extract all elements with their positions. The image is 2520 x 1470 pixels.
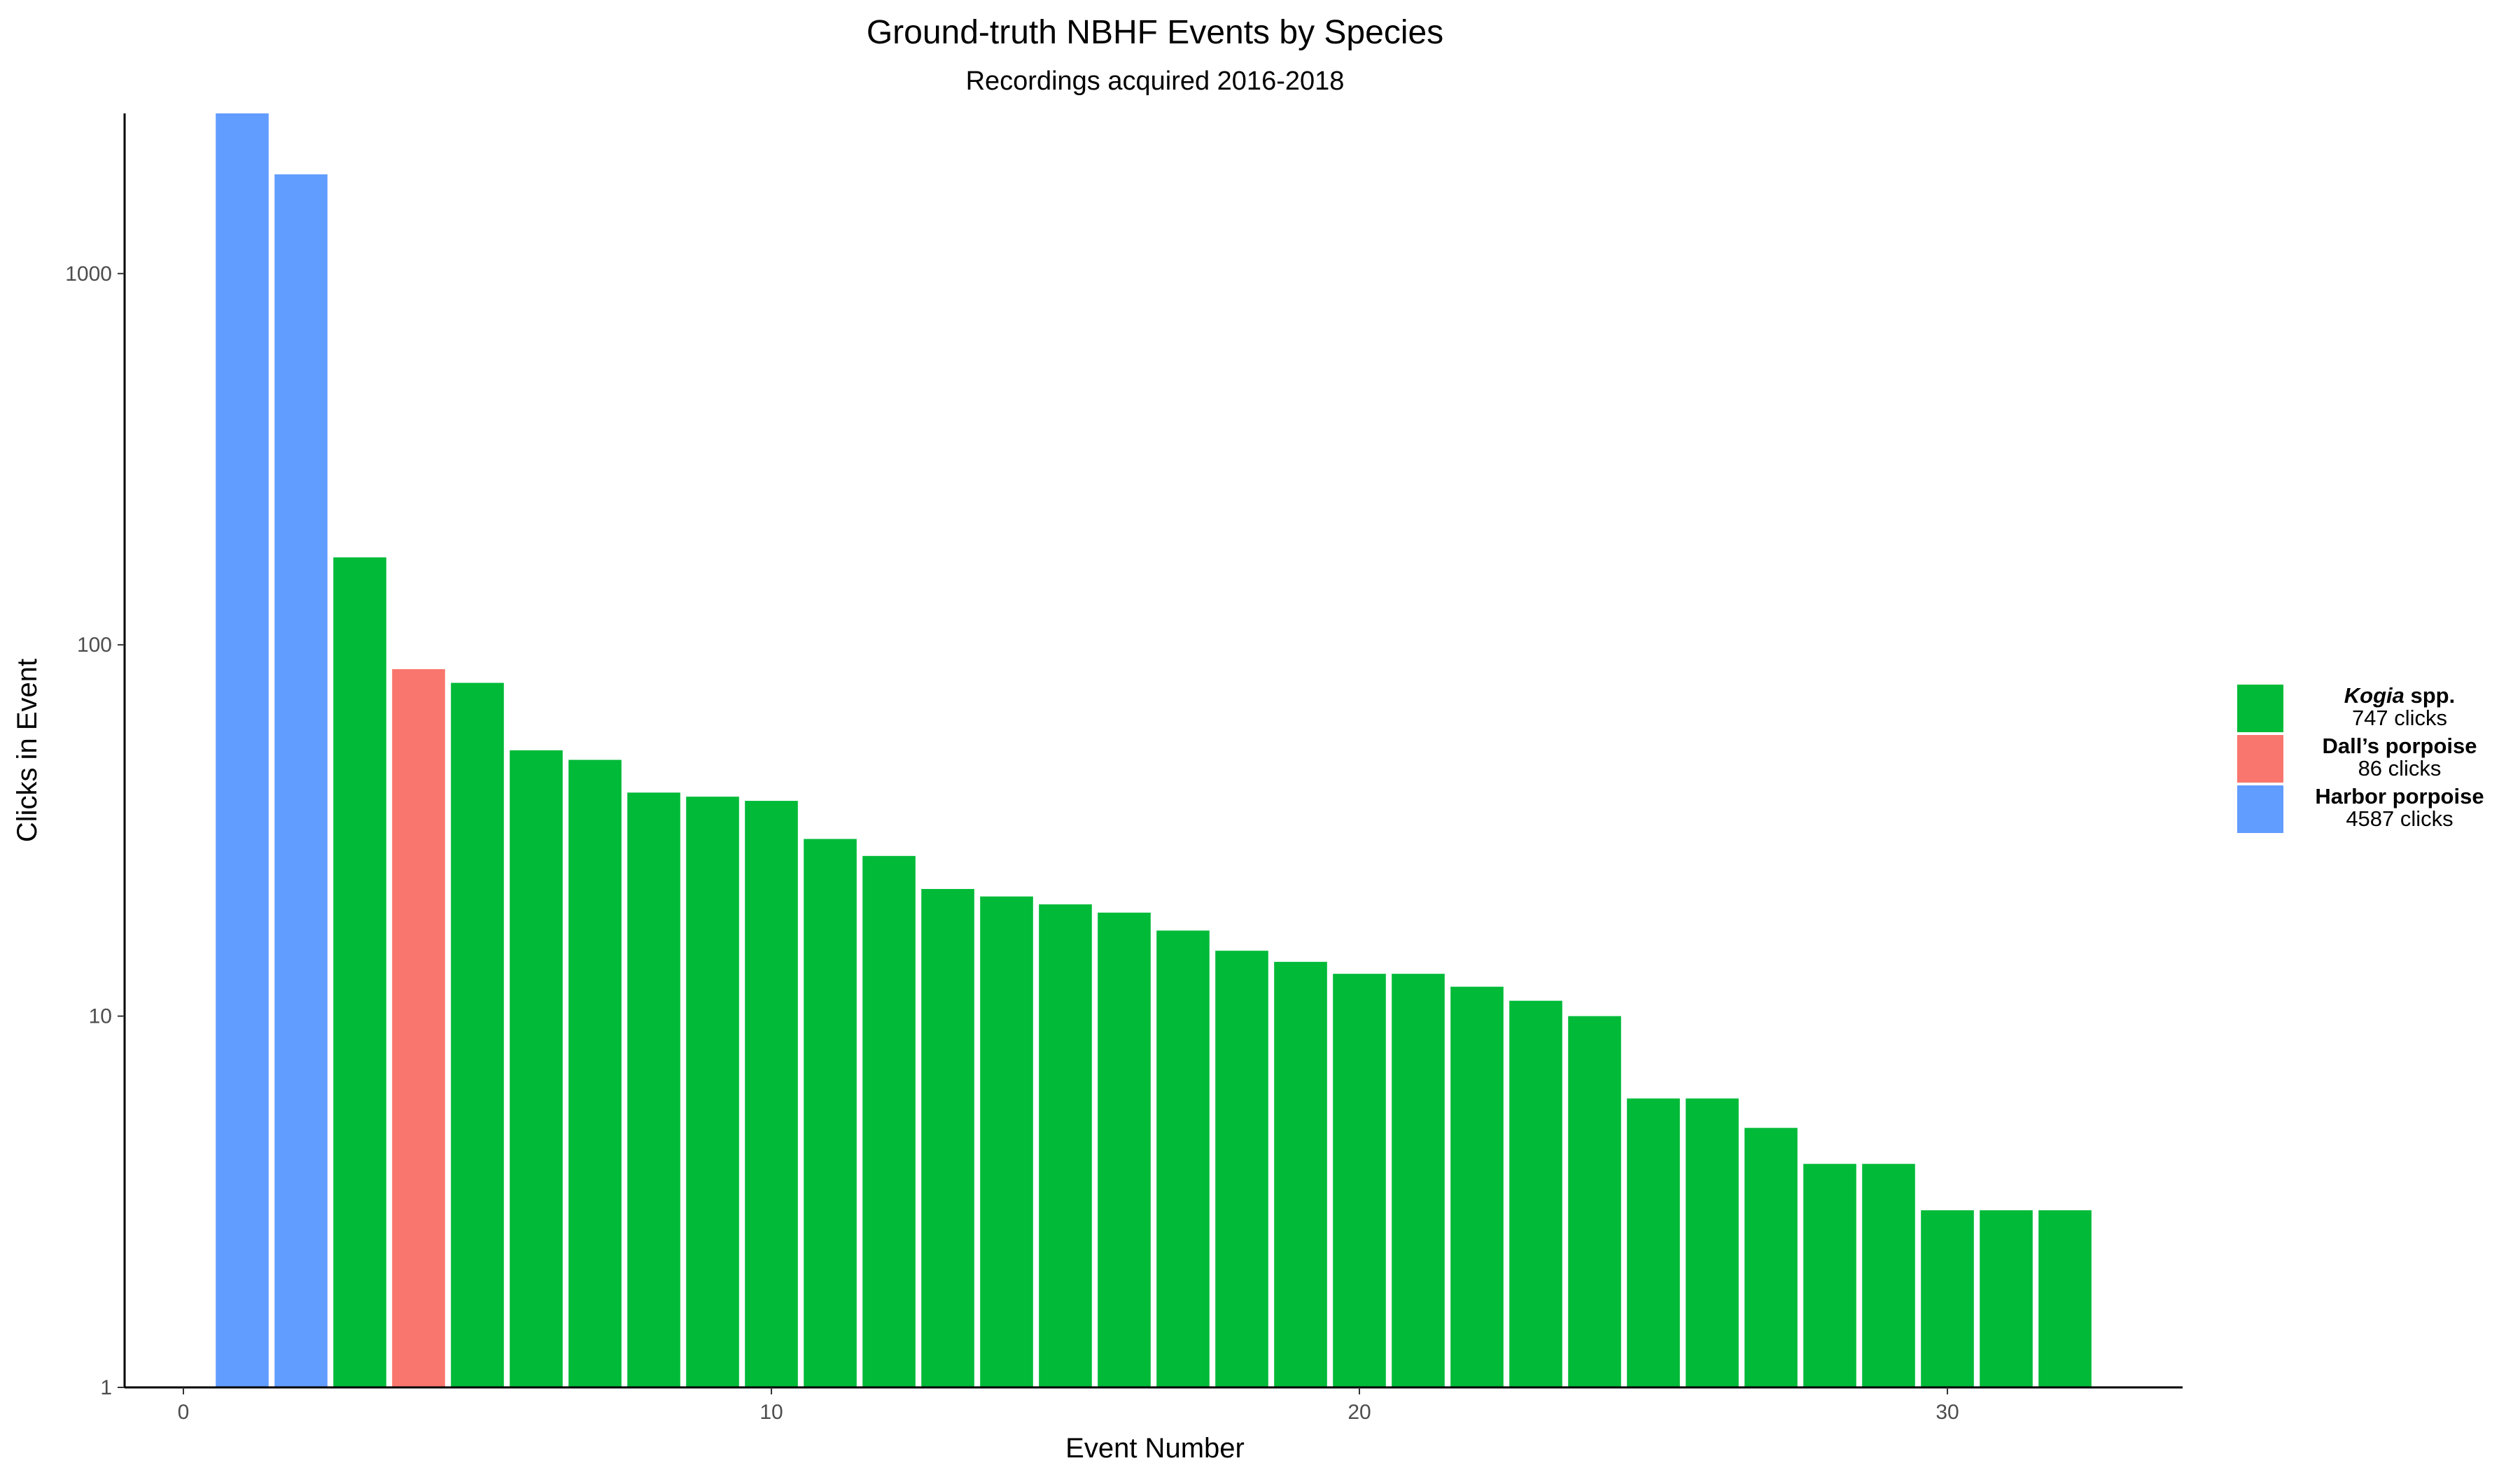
- legend-count-dalls: 86 clicks: [2358, 756, 2442, 780]
- bar-event-17: [1156, 930, 1210, 1387]
- legend-label-kogia: Kogia spp.: [2344, 683, 2455, 708]
- legend-key-harbor: [2237, 785, 2283, 833]
- y-tick-label: 10: [89, 1005, 112, 1028]
- x-axis-title: Event Number: [1065, 1433, 1245, 1464]
- bar-event-30: [1921, 1210, 1974, 1387]
- bar-event-13: [921, 888, 974, 1387]
- bar-event-31: [1980, 1210, 2033, 1387]
- bar-event-28: [1803, 1163, 1856, 1387]
- bar-event-1: [216, 113, 269, 1387]
- bar-event-14: [980, 896, 1033, 1387]
- legend-count-kogia: 747 clicks: [2352, 706, 2447, 730]
- bar-event-11: [804, 839, 857, 1387]
- bar-event-19: [1274, 962, 1327, 1387]
- y-axis-title: Clicks in Event: [12, 659, 43, 842]
- x-tick-label: 0: [178, 1401, 190, 1424]
- bar-event-8: [627, 792, 680, 1387]
- bar-event-6: [510, 750, 563, 1387]
- bar-event-25: [1627, 1098, 1680, 1387]
- y-tick-label: 100: [77, 634, 112, 657]
- bar-event-2: [274, 174, 328, 1388]
- bar-event-32: [2038, 1210, 2092, 1387]
- bar-event-23: [1509, 1000, 1562, 1387]
- bar-event-21: [1392, 974, 1445, 1387]
- x-tick-label: 30: [1935, 1401, 1959, 1424]
- bar-event-16: [1098, 912, 1151, 1387]
- bar-event-9: [686, 797, 739, 1387]
- bar-event-15: [1039, 904, 1092, 1387]
- legend-label-dalls: Dall’s porpoise: [2322, 734, 2477, 758]
- y-tick-label: 1000: [65, 262, 112, 286]
- x-tick-label: 10: [760, 1401, 783, 1424]
- bar-event-18: [1215, 951, 1268, 1387]
- legend-key-kogia: [2237, 685, 2283, 732]
- x-tick-label: 20: [1348, 1401, 1371, 1424]
- chart-subtitle: Recordings acquired 2016-2018: [966, 66, 1345, 96]
- bar-event-5: [451, 682, 504, 1387]
- bar-event-20: [1333, 974, 1386, 1387]
- x-tick-group: 0 10 20 30: [178, 1387, 1959, 1424]
- legend-label-harbor: Harbor porpoise: [2315, 784, 2484, 808]
- bar-event-3: [333, 557, 386, 1387]
- bar-group: [216, 113, 2092, 1388]
- bar-event-10: [745, 801, 798, 1387]
- bar-event-7: [568, 760, 622, 1387]
- bar-event-12: [862, 855, 916, 1387]
- legend-key-dalls: [2237, 735, 2283, 783]
- legend-count-harbor: 4587 clicks: [2346, 806, 2453, 831]
- bar-event-22: [1450, 986, 1504, 1387]
- bar-event-24: [1568, 1016, 1621, 1387]
- bar-event-27: [1744, 1128, 1798, 1387]
- bar-event-29: [1862, 1163, 1915, 1387]
- bar-event-26: [1686, 1098, 1739, 1387]
- y-tick-label: 1: [100, 1376, 112, 1399]
- y-tick-group: 1 10 100 1000: [65, 262, 125, 1399]
- bar-event-4: [392, 668, 445, 1388]
- chart-title: Ground-truth NBHF Events by Species: [867, 14, 1443, 51]
